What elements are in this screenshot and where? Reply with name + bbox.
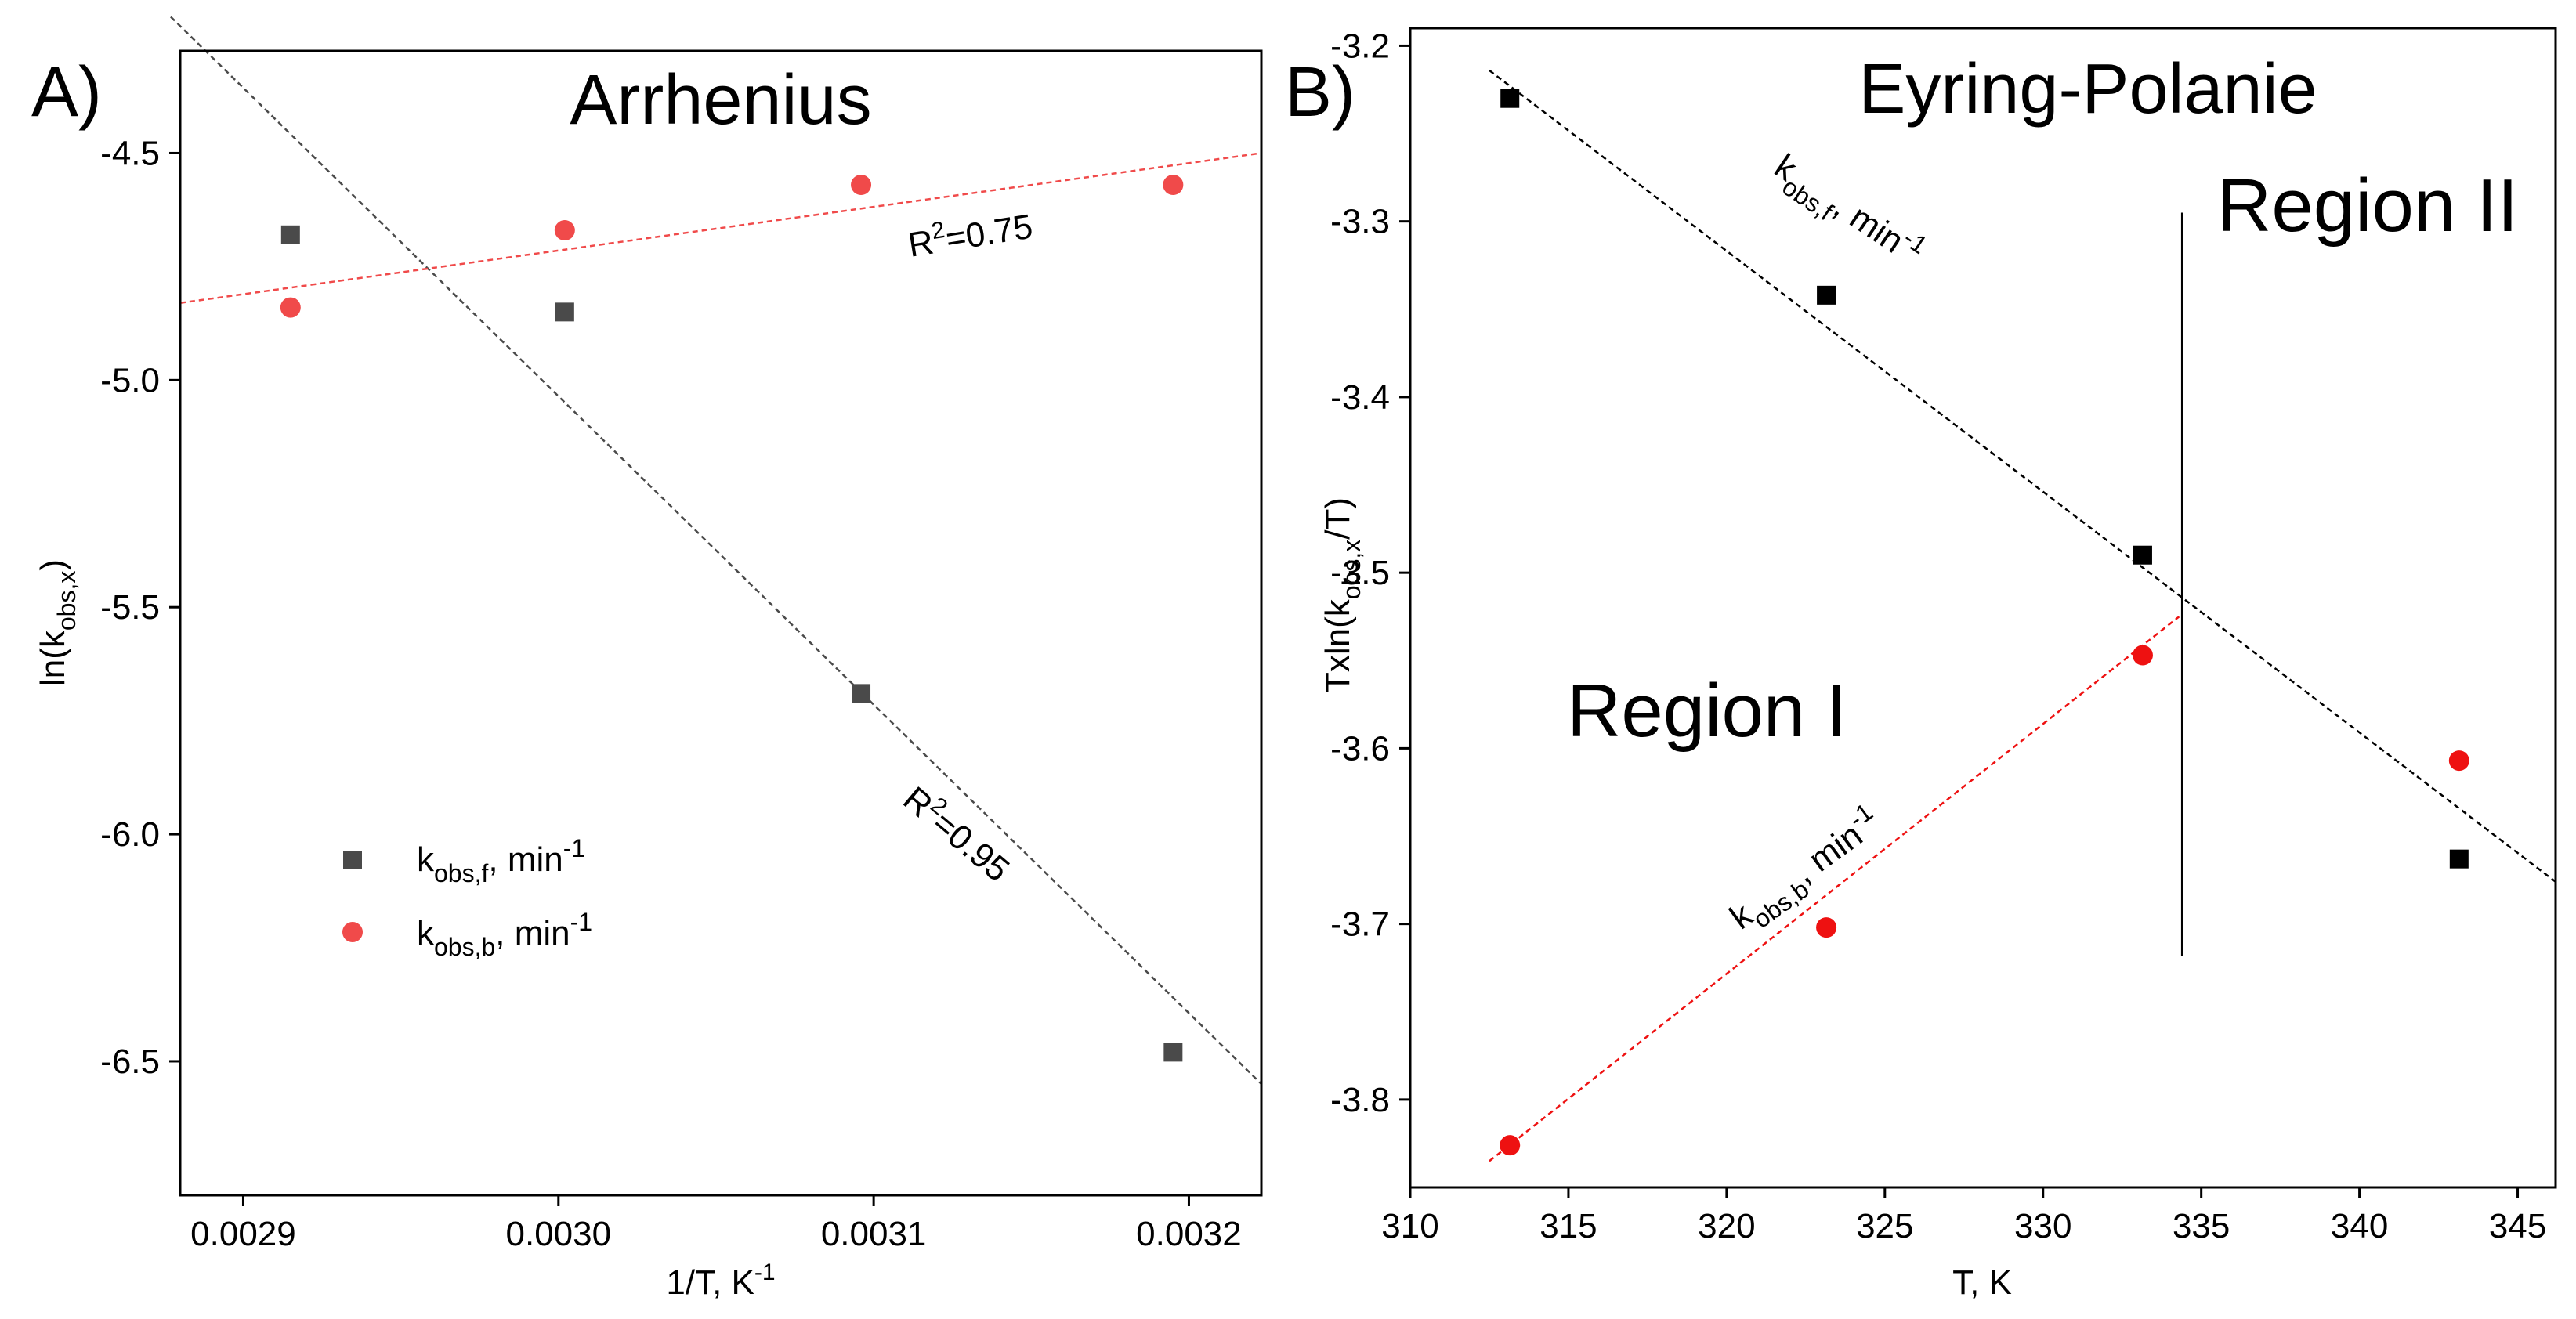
data-point-b [1163,175,1184,196]
data-point-b [2132,645,2153,666]
data-point-b [2448,750,2469,772]
panel-a-fit-lines [170,16,1262,1085]
fit-line-f [170,16,1262,1085]
data-point-f [555,302,574,322]
panel-b-x-axis-label: T, K [1952,1263,2012,1302]
y-tick-label: -3.7 [1330,905,1390,944]
fit-line-b [1489,616,2180,1162]
y-tick-label: -6.5 [100,1043,160,1081]
x-tick-label: 325 [1856,1207,1913,1245]
data-point-f [852,684,871,703]
y-tick-label: -5.0 [100,361,160,399]
panel-a-legend: kobs,f, min-1 kobs,b, min-1 [342,834,592,961]
y-tick-label: -3.6 [1330,729,1390,768]
panel-a-title: Arrhenius [570,61,871,139]
data-point-b [1500,1135,1521,1156]
panel-b-y-axis-label: Txln(kobs,x/T) [1319,497,1366,693]
x-tick-label: 320 [1698,1207,1755,1245]
panel-b-data-points [1500,89,2469,1156]
y-tick-label: -3.8 [1330,1081,1390,1119]
panel-a-data-points [280,175,1184,1062]
data-point-f [1817,285,1836,305]
x-tick-label: 345 [2489,1207,2546,1245]
panel-b-fit-lines [1489,69,2556,1162]
x-tick-label: 0.0030 [506,1215,612,1253]
panel-a-plot-frame [179,49,1263,1197]
panel-b-y-ticks: -3.2 -3.3 -3.4 -3.5 -3.6 -3.7 -3.8 [1330,27,1410,1119]
legend-b-marker [342,922,363,942]
data-point-b [554,220,575,241]
y-tick-label: -5.5 [100,588,160,627]
data-point-f [280,225,300,244]
panel-b-line-label-f: kobs,f, min-1 [1763,142,1932,280]
data-point-b [851,175,872,196]
panel-b-title: Eyring-Polanie [1858,50,2317,128]
panel-b-x-ticks: 310 315 320 325 330 335 340 345 [1381,1187,2546,1245]
panel-a: A) Arrhenius 0.0029 0.0030 0.0031 0.0032 -4… [31,16,1263,1302]
data-point-f [2133,545,2152,565]
x-tick-label: 0.0031 [821,1215,927,1253]
region-ii-label: Region II [2217,164,2518,248]
y-tick-label: -4.5 [100,134,160,172]
panel-a-y-ticks: -4.5 -5.0 -5.5 -6.0 -6.5 [100,134,180,1081]
panel-b-plot-frame [1409,27,2557,1189]
panel-a-tag: A) [31,53,102,132]
data-point-b [1816,917,1837,938]
panel-b-tag: B) [1285,53,1355,132]
data-point-f [2449,849,2469,869]
panel-a-y-axis-label: ln(kobs,x) [34,559,81,686]
y-tick-label: -3.2 [1330,27,1390,65]
panel-b-line-label-b: kobs,b, min-1 [1719,797,1892,944]
panel-a-x-ticks: 0.0029 0.0030 0.0031 0.0032 [190,1195,1242,1253]
y-tick-label: -3.4 [1330,378,1390,417]
fit-line-b [179,152,1262,305]
x-tick-label: 340 [2331,1207,2388,1245]
data-point-f [1163,1043,1183,1062]
legend-b-label: kobs,b, min-1 [417,908,592,961]
region-i-label: Region I [1567,669,1847,753]
x-tick-label: 0.0032 [1136,1215,1242,1253]
panel-a-r2-f-label: R2=0.95 [896,776,1019,889]
x-tick-label: 330 [2014,1207,2071,1245]
legend-f-label: kobs,f, min-1 [417,834,585,887]
x-tick-label: 335 [2173,1207,2230,1245]
x-tick-label: 0.0029 [190,1215,296,1253]
data-point-b [280,297,301,318]
panel-a-x-axis-label: 1/T, K-1 [666,1259,775,1302]
x-tick-label: 310 [1381,1207,1438,1245]
data-point-f [1500,89,1520,108]
x-tick-label: 315 [1539,1207,1597,1245]
y-tick-label: -3.3 [1330,203,1390,241]
y-tick-label: -3.5 [1330,554,1390,592]
panel-a-r2-b-label: R2=0.75 [905,204,1035,265]
y-tick-label: -6.0 [100,815,160,854]
legend-f-marker [343,851,362,869]
panel-b: B) Eyring-Polanie 310 315 320 325 330 335 340 3… [1285,27,2557,1302]
fit-line-f [1489,69,2556,883]
